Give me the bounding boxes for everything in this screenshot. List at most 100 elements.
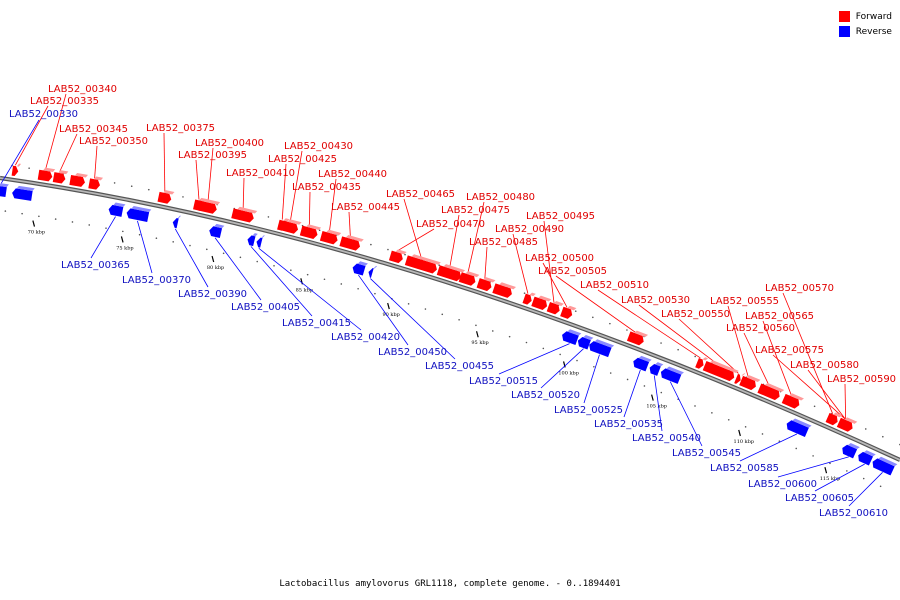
forward-leader [678,318,739,374]
reverse-gene-label: LAB52_00415 [282,318,351,329]
ruler-dot [609,372,612,374]
ruler-dot [21,212,23,215]
ruler-dot [660,391,663,394]
ruler-dot [374,292,376,295]
ruler-dot [609,322,611,325]
ruler-dot [576,359,578,362]
ruler-dot [508,335,511,338]
forward-gene [825,412,843,426]
reverse-gene [786,418,812,437]
forward-gene-label: LAB52_00505 [538,266,607,277]
label-leader-lines [0,93,883,507]
forward-leader [542,262,568,308]
forward-leader [281,163,287,220]
tick-mark [387,302,390,310]
forward-leader [403,198,423,260]
ruler-dot [626,378,629,381]
tick-label: 105 kbp [646,404,667,410]
forward-gene-label: LAB52_00345 [59,124,128,135]
forward-leader [348,211,351,238]
reverse-gene-label: LAB52_00540 [632,433,701,444]
reverse-leader [498,343,570,375]
reverse-leader [583,354,600,404]
forward-gene [157,190,175,204]
reverse-leader [0,119,40,186]
forward-gene-label: LAB52_00400 [195,138,264,149]
ruler-dot [475,324,477,327]
forward-gene-label: LAB52_00375 [146,123,215,134]
ruler-dot [387,248,389,251]
forward-gene [231,206,258,223]
forward-gene [37,167,56,182]
ruler-dot [424,308,427,310]
reverse-gene [172,215,181,229]
forward-gene [319,229,342,245]
reverse-gene [0,183,9,198]
forward-gene [11,163,22,177]
tick-mark [824,467,828,474]
forward-leader [484,246,488,280]
reverse-gene-label: LAB52_00420 [331,332,400,343]
ruler-dot [38,215,40,218]
ruler-dot [105,227,107,229]
ruler-dot [88,224,91,226]
ruler-dot [172,241,174,243]
ruler-dot [71,221,74,223]
tick-mark [475,331,479,338]
reverse-gene-label: LAB52_00390 [178,289,247,300]
forward-gene [546,301,564,315]
ruler-dot [864,428,867,430]
forward-gene [781,393,804,409]
reverse-gene-label: LAB52_00545 [672,448,741,459]
reverse-leader [814,463,865,492]
tick-mark [211,255,215,263]
ruler-dot [318,229,321,232]
ruler-dot [290,269,292,271]
ruler-dot [523,292,526,294]
forward-gene-label: LAB52_00550 [661,309,730,320]
tick-label: 90 kbp [382,312,399,318]
reverse-gene [247,233,258,247]
forward-gene-label: LAB52_00465 [386,189,455,200]
forward-gene-label: LAB52_00590 [827,374,896,385]
reverse-gene-label: LAB52_00525 [554,405,623,416]
forward-gene-label: LAB52_00555 [710,296,779,307]
forward-leader [512,233,529,294]
forward-gene [695,357,709,369]
reverse-leader [258,248,362,331]
tick-label: 75 kbp [116,245,133,251]
ruler-dot [113,182,116,184]
forward-swatch [838,11,850,22]
tick-label: 95 kbp [471,340,488,346]
forward-leader [772,354,846,420]
forward-gene-label: LAB52_00495 [526,211,595,222]
ruler-dot [593,365,595,368]
ruler-dot [205,248,208,251]
forward-gene [757,382,785,401]
forward-leader [195,159,200,200]
forward-gene-label: LAB52_00530 [621,295,690,306]
reverse-leader [358,274,409,346]
tick-label: 110 kbp [734,439,755,445]
reverse-gene [562,329,582,346]
reverse-gene-label: LAB52_00450 [378,347,447,358]
forward-leader [467,201,485,274]
forward-leader [45,93,67,170]
forward-gene-label: LAB52_00480 [466,192,535,203]
forward-gene [299,224,322,239]
ruler-dot [677,348,679,351]
forward-leader [543,220,555,303]
backbone-core [0,177,900,461]
forward-gene [560,305,577,319]
ruler-dot [189,244,191,247]
reverse-gene-label: LAB52_00520 [511,390,580,401]
forward-leader [289,150,303,222]
tick-mark [32,220,36,227]
ruler-dot [491,330,494,332]
reverse-gene [649,362,664,376]
ruler-dot [643,385,646,387]
forward-gene [458,271,480,286]
forward-gene [404,254,441,274]
ruler-dot [155,237,158,240]
reverse-gene [352,261,368,276]
